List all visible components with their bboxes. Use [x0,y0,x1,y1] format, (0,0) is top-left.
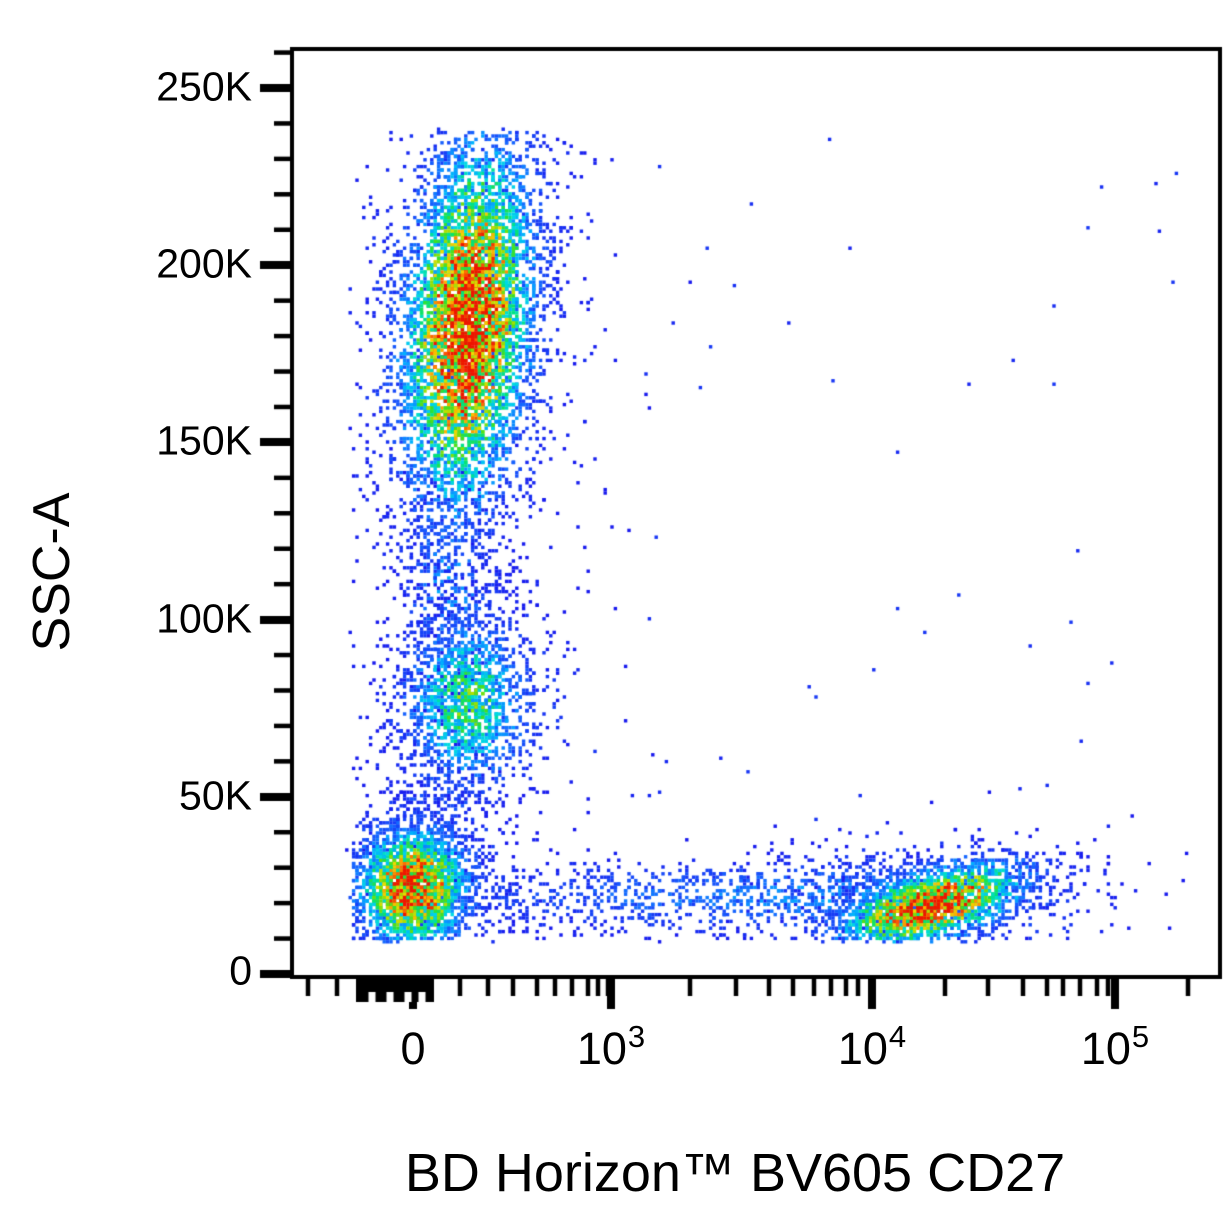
y-tick-label: 50K [179,772,252,819]
y-tick-label: 0 [229,947,252,994]
y-axis-title: SSC-A [23,492,81,652]
x-tick-label: 103 [576,1018,646,1074]
x-tick-label: 104 [837,1018,907,1074]
x-axis-title: BD Horizon™ BV605 CD27 [404,1143,1066,1203]
x-tick-label: 105 [1080,1018,1150,1074]
y-tick-label: 200K [156,240,252,287]
x-tick-exponent: 5 [1131,1018,1150,1054]
y-tick-label: 250K [156,63,252,110]
y-tick-label: 150K [156,417,252,464]
x-tick-exponent: 4 [888,1018,907,1054]
y-tick-label: 100K [156,595,252,642]
x-tick-exponent: 3 [627,1018,646,1054]
x-tick-label: 0 [400,1023,426,1074]
